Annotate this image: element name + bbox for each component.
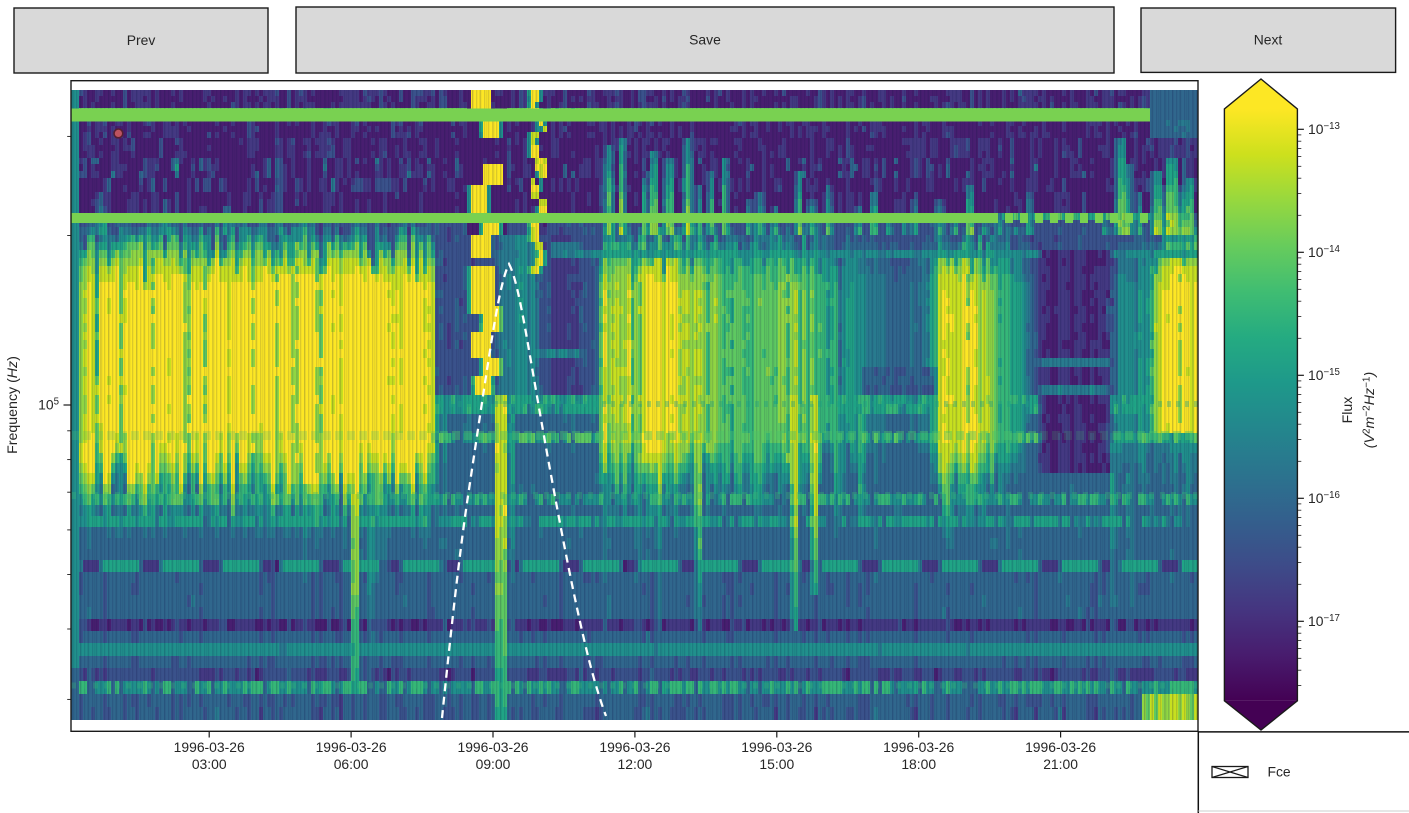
svg-text:21:00: 21:00 xyxy=(1043,756,1078,772)
svg-text:06:00: 06:00 xyxy=(334,756,369,772)
svg-text:10−17: 10−17 xyxy=(1308,613,1340,629)
svg-text:1996-03-26: 1996-03-26 xyxy=(174,739,245,755)
svg-text:Fce: Fce xyxy=(1268,764,1291,780)
svg-text:1996-03-26: 1996-03-26 xyxy=(1025,739,1096,755)
svg-text:Save: Save xyxy=(689,32,721,48)
svg-text:12:00: 12:00 xyxy=(618,756,653,772)
svg-text:Flux: Flux xyxy=(1340,397,1356,424)
svg-text:1996-03-26: 1996-03-26 xyxy=(741,739,812,755)
svg-text:1996-03-26: 1996-03-26 xyxy=(316,739,387,755)
svg-text:10−15: 10−15 xyxy=(1308,367,1340,383)
svg-text:10−16: 10−16 xyxy=(1308,490,1340,506)
svg-text:105: 105 xyxy=(38,397,59,413)
svg-text:15:00: 15:00 xyxy=(759,756,794,772)
svg-text:10−14: 10−14 xyxy=(1308,244,1340,260)
svg-text:18:00: 18:00 xyxy=(901,756,936,772)
svg-text:03:00: 03:00 xyxy=(192,756,227,772)
svg-text:Frequency (Hz): Frequency (Hz) xyxy=(5,356,21,454)
svg-text:Prev: Prev xyxy=(127,32,156,48)
svg-text:1996-03-26: 1996-03-26 xyxy=(457,739,528,755)
svg-text:1996-03-26: 1996-03-26 xyxy=(599,739,670,755)
svg-text:09:00: 09:00 xyxy=(476,756,511,772)
svg-text:1996-03-26: 1996-03-26 xyxy=(883,739,954,755)
svg-text:(V2m−2Hz−1): (V2m−2Hz−1) xyxy=(1362,372,1379,448)
svg-text:Next: Next xyxy=(1254,32,1283,48)
svg-text:10−13: 10−13 xyxy=(1308,121,1340,137)
